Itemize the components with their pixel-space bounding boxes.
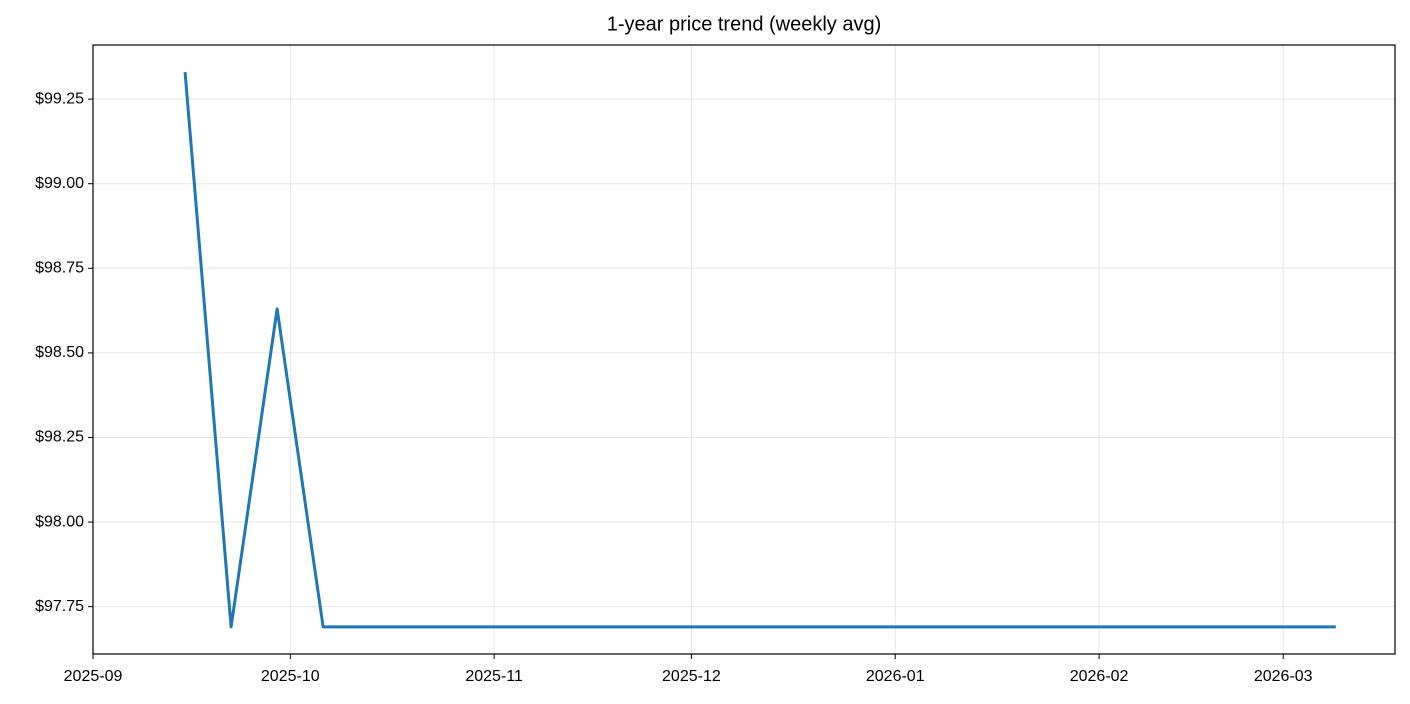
x-tick-label: 2026-01 <box>866 668 925 685</box>
y-tick-label: $98.50 <box>35 344 84 361</box>
chart-title: 1-year price trend (weekly avg) <box>607 13 882 35</box>
x-tick-label: 2026-03 <box>1254 668 1313 685</box>
y-tick-label: $99.25 <box>35 90 84 107</box>
x-tick-label: 2025-11 <box>465 668 523 685</box>
y-tick-label: $97.75 <box>35 598 84 615</box>
y-tick-label: $98.00 <box>35 513 84 530</box>
x-tick-label: 2025-12 <box>662 668 721 685</box>
plot-frame <box>92 44 1396 655</box>
x-tick-label: 2025-09 <box>64 668 123 685</box>
y-tick-label: $98.25 <box>35 429 84 446</box>
y-tick-label: $99.00 <box>35 175 84 192</box>
x-tick-label: 2025-10 <box>261 668 320 685</box>
x-tick-label: 2026-02 <box>1070 668 1129 685</box>
y-tick-label: $98.75 <box>35 260 84 277</box>
data-line <box>183 71 1336 629</box>
